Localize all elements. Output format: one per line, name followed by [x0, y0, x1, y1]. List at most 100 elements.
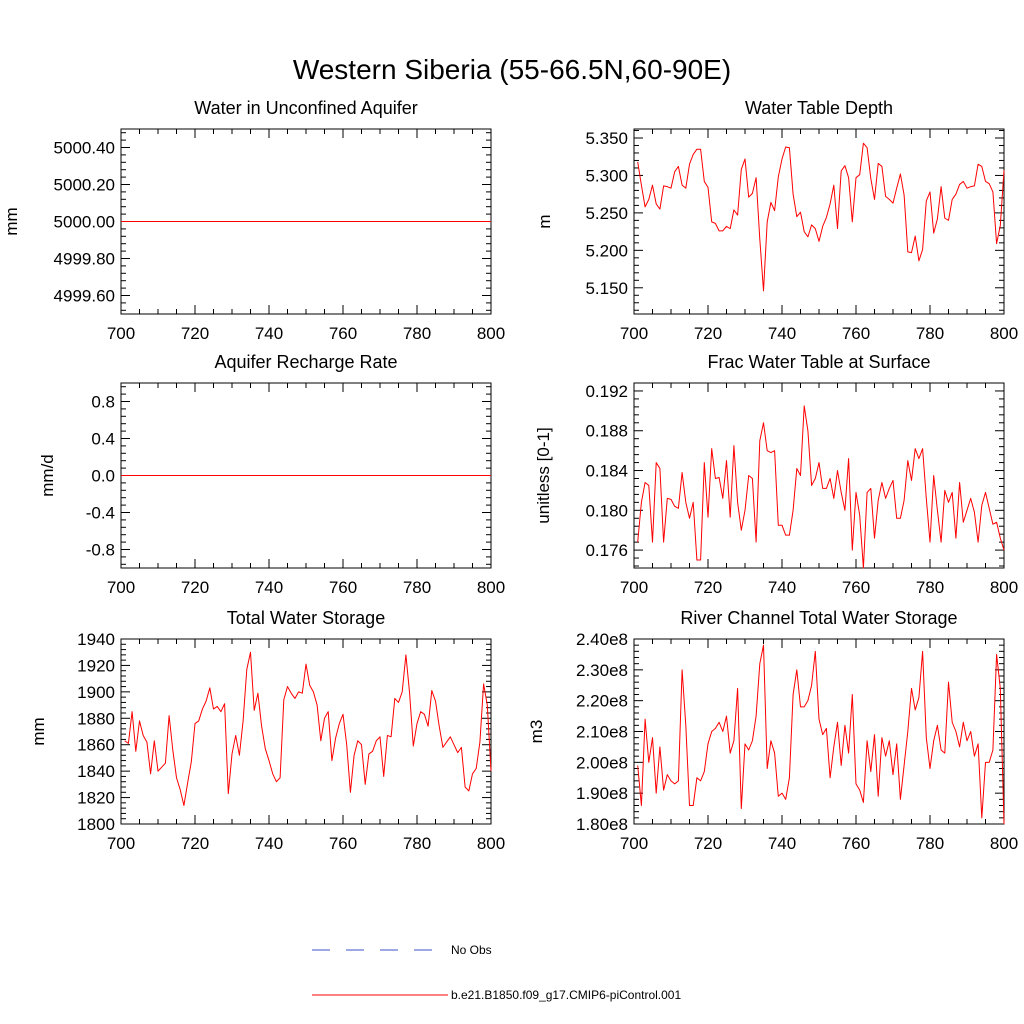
x-tick-label: 740 [255, 834, 283, 853]
y-tick-label: 5.250 [585, 204, 628, 223]
x-tick-label: 740 [255, 578, 283, 597]
x-tick-label: 780 [403, 324, 431, 343]
y-tick-label: 4999.80 [54, 250, 115, 269]
panel-title: Aquifer Recharge Rate [214, 352, 397, 372]
figure-title: Western Siberia (55-66.5N,60-90E) [293, 54, 731, 85]
y-tick-label: 2.10e8 [576, 723, 628, 742]
y-tick-label: 1860 [77, 736, 115, 755]
panel-title: Frac Water Table at Surface [707, 352, 930, 372]
x-tick-label: 700 [620, 578, 648, 597]
x-tick-label: 800 [477, 578, 505, 597]
x-tick-label: 760 [329, 578, 357, 597]
legend-label-no-obs: No Obs [451, 943, 492, 957]
y-tick-label: 5.300 [585, 166, 628, 185]
y-axis-label: m [535, 214, 554, 228]
x-tick-label: 700 [107, 324, 135, 343]
x-tick-label: 720 [181, 834, 209, 853]
panel-title: Water Table Depth [745, 98, 893, 118]
x-tick-label: 800 [990, 834, 1018, 853]
y-axis-label: mm [29, 717, 48, 745]
panel-title: Total Water Storage [227, 608, 385, 628]
y-tick-label: 5000.40 [54, 139, 115, 158]
y-tick-label: 0.4 [91, 430, 115, 449]
x-tick-label: 720 [694, 834, 722, 853]
y-tick-label: 1940 [77, 630, 115, 649]
y-tick-label: 1820 [77, 789, 115, 808]
y-tick-label: 5000.00 [54, 213, 115, 232]
legend-label-model: b.e21.B1850.f09_g17.CMIP6-piControl.001 [451, 988, 681, 1002]
chart-panel-2: Water Table Depth 700 720 740 760 780 800 5.150… [535, 98, 1018, 343]
x-tick-label: 740 [768, 324, 796, 343]
y-axis-label: mm/d [38, 454, 57, 497]
x-tick-label: 720 [694, 578, 722, 597]
x-tick-label: 780 [403, 578, 431, 597]
y-tick-label: 1.80e8 [576, 815, 628, 834]
chart-panel-3: Aquifer Recharge Rate 700 720 740 760 780 800 -… [38, 352, 505, 597]
chart-panel-4: Frac Water Table at Surface 700 720 740 760 7… [534, 352, 1018, 597]
y-tick-label: 5.200 [585, 241, 628, 260]
x-tick-label: 800 [477, 324, 505, 343]
y-tick-label: 1920 [77, 656, 115, 675]
x-tick-label: 760 [329, 324, 357, 343]
x-tick-label: 800 [990, 324, 1018, 343]
chart-panel-5: Total Water Storage 700 720 740 760 780 800 180… [29, 608, 505, 853]
y-tick-label: 0.176 [585, 541, 628, 560]
x-tick-label: 700 [620, 834, 648, 853]
x-tick-label: 780 [403, 834, 431, 853]
x-tick-label: 740 [255, 324, 283, 343]
y-tick-label: 5.350 [585, 129, 628, 148]
y-tick-label: 2.20e8 [576, 692, 628, 711]
x-tick-label: 720 [181, 578, 209, 597]
plot-frame [633, 382, 1005, 569]
x-tick-label: 720 [694, 324, 722, 343]
y-axis-label: unitless [0-1] [534, 427, 553, 523]
x-tick-label: 780 [916, 834, 944, 853]
y-tick-label: 0.184 [585, 462, 628, 481]
series-line [637, 142, 1005, 292]
chart-panel-1: Water in Unconfined Aquifer 700 720 740 760 7… [2, 98, 505, 343]
x-tick-label: 760 [842, 578, 870, 597]
y-tick-label: 0.180 [585, 501, 628, 520]
y-tick-label: 1880 [77, 709, 115, 728]
y-axis-label: mm [2, 207, 21, 235]
x-tick-label: 700 [620, 324, 648, 343]
series-line [637, 644, 1005, 825]
x-tick-label: 720 [181, 324, 209, 343]
x-tick-label: 740 [768, 578, 796, 597]
y-tick-label: 4999.60 [54, 287, 115, 306]
y-tick-label: 0.0 [91, 467, 115, 486]
x-tick-label: 760 [842, 324, 870, 343]
x-tick-label: 760 [842, 834, 870, 853]
series-line [124, 651, 492, 806]
x-tick-label: 780 [916, 324, 944, 343]
y-tick-label: 2.40e8 [576, 630, 628, 649]
plot-frame [633, 128, 1005, 315]
y-tick-label: 0.8 [91, 393, 115, 412]
series-line [637, 405, 1005, 569]
y-tick-label: 1840 [77, 762, 115, 781]
x-tick-label: 740 [768, 834, 796, 853]
y-tick-label: 5000.20 [54, 176, 115, 195]
x-tick-label: 700 [107, 834, 135, 853]
y-tick-label: 0.188 [585, 422, 628, 441]
y-tick-label: 1900 [77, 683, 115, 702]
y-tick-label: 5.150 [585, 279, 628, 298]
y-tick-label: 0.192 [585, 382, 628, 401]
y-tick-label: -0.4 [86, 504, 115, 523]
x-tick-label: 760 [329, 834, 357, 853]
panel-title: River Channel Total Water Storage [680, 608, 957, 628]
chart-panel-6: River Channel Total Water Storage 700 720 7… [527, 608, 1018, 853]
x-tick-label: 800 [990, 578, 1018, 597]
y-tick-label: 2.30e8 [576, 661, 628, 680]
x-tick-label: 780 [916, 578, 944, 597]
y-axis-label: m3 [527, 720, 546, 744]
panel-title: Water in Unconfined Aquifer [194, 98, 417, 118]
legend: No Obs b.e21.B1850.f09_g17.CMIP6-piContr… [312, 943, 681, 1002]
chart-panels: Water in Unconfined Aquifer 700 720 740 760 7… [2, 98, 1018, 853]
y-tick-label: 2.00e8 [576, 753, 628, 772]
y-tick-label: -0.8 [86, 541, 115, 560]
x-tick-label: 700 [107, 578, 135, 597]
x-tick-label: 800 [477, 834, 505, 853]
y-tick-label: 1.90e8 [576, 784, 628, 803]
